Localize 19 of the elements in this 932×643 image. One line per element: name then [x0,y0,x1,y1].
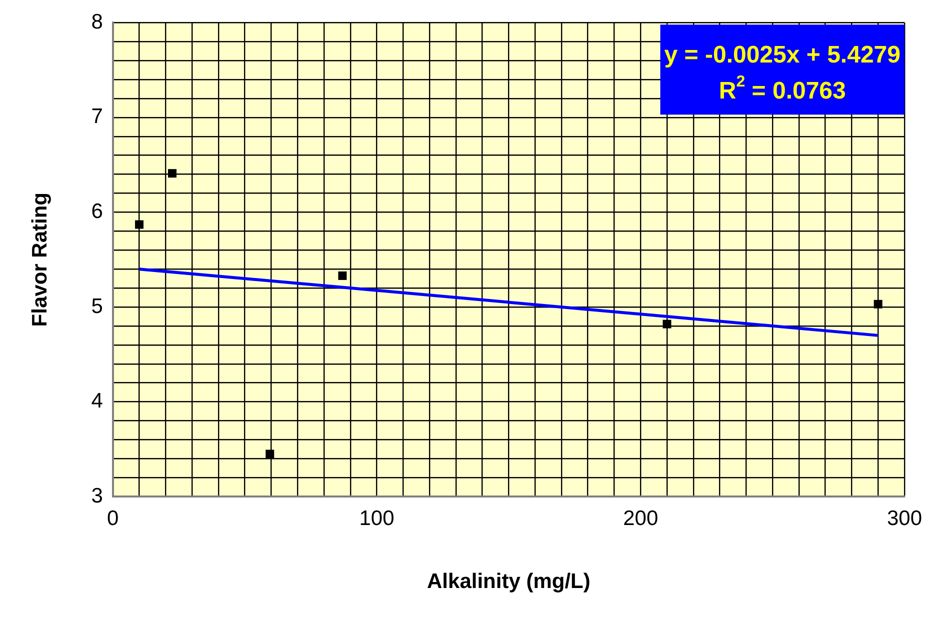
point [135,220,144,229]
x-tick-label: 200 [623,506,658,530]
y-axis-title: Flavor Rating [28,192,52,327]
y-tick-label: 4 [91,390,104,413]
annotation: y = -0.0025x + 5.4279 [664,42,900,69]
point [168,169,176,178]
y-tick-label: 8 [91,10,103,34]
y-tick-label: 5 [91,294,103,318]
x-axis-title: Alkalinity (mg/L) [427,570,590,594]
y-tick-label: 6 [91,200,103,223]
x-tick-label: 300 [886,506,922,530]
point [338,271,347,280]
x-tick-label: 100 [359,506,394,530]
y-tick-label: 7 [91,105,103,128]
point [874,300,882,308]
y-tick-label: 3 [91,484,103,508]
point [266,450,274,458]
x-tick-label: 0 [107,506,119,530]
point [662,320,672,328]
